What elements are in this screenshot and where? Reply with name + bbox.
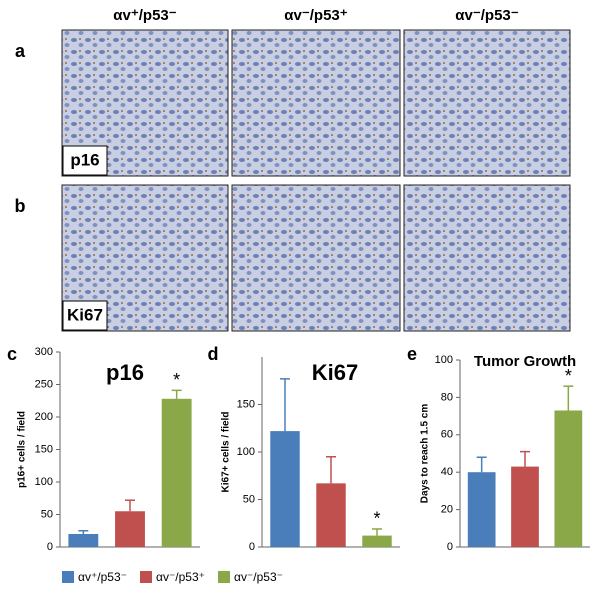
y-tick-label: 0 (47, 541, 53, 553)
y-tick-label: 150 (35, 443, 53, 455)
chart-title: Ki67 (312, 360, 358, 385)
bar (161, 398, 192, 547)
micrograph (231, 29, 401, 177)
column-header: αv⁺/p53⁻ (113, 7, 176, 24)
y-tick-label: 100 (435, 354, 453, 366)
y-tick-label: 100 (237, 446, 255, 458)
legend-swatch (218, 571, 230, 583)
y-tick-label: 100 (35, 476, 53, 488)
panel-letter: c (7, 344, 17, 364)
micrograph (231, 184, 401, 332)
y-axis-label: Ki67+ cells / field (221, 412, 232, 493)
y-tick-label: 150 (237, 398, 255, 410)
column-header: αv⁻/p53⁻ (455, 7, 518, 24)
significance-star: * (173, 370, 180, 390)
panel-letter: a (15, 41, 26, 61)
micrograph (403, 29, 571, 177)
y-tick-label: 60 (441, 429, 453, 441)
legend-label: αv⁻/p53⁻ (234, 570, 283, 584)
bar (316, 483, 346, 547)
stain-label-box (62, 145, 108, 176)
chart-title: p16 (106, 360, 144, 385)
legend-label: αv⁺/p53⁻ (78, 570, 127, 584)
bar (115, 511, 145, 547)
panel-letter: e (407, 344, 417, 364)
bar (68, 534, 99, 547)
y-tick-label: 0 (447, 541, 453, 553)
column-header: αv⁻/p53⁺ (284, 7, 347, 24)
y-tick-label: 250 (35, 378, 53, 390)
y-tick-label: 20 (441, 504, 453, 516)
y-tick-label: 80 (441, 391, 453, 403)
y-tick-label: 0 (249, 541, 255, 553)
significance-star: * (373, 509, 380, 529)
y-axis-label: Days to reach 1.5 cm (420, 404, 431, 504)
legend-swatch (62, 571, 74, 583)
bar (554, 410, 583, 547)
stain-label: Ki67 (67, 305, 103, 324)
y-tick-label: 50 (41, 508, 53, 520)
legend-label: αv⁻/p53⁺ (156, 570, 205, 584)
panel-letter: d (208, 344, 219, 364)
y-tick-label: 200 (35, 411, 53, 423)
bar (511, 466, 539, 547)
micrograph (403, 184, 571, 332)
y-tick-label: 40 (441, 466, 453, 478)
panel-letter: b (15, 196, 26, 216)
y-tick-label: 50 (243, 493, 255, 505)
bar (270, 431, 300, 547)
bar (362, 535, 392, 547)
legend-swatch (140, 571, 152, 583)
stain-label: p16 (70, 150, 99, 169)
chart-title: Tumor Growth (474, 353, 576, 370)
stain-label-box (62, 300, 108, 331)
bar (467, 472, 496, 547)
y-tick-label: 300 (35, 346, 53, 358)
y-axis-label: p16+ cells / field (17, 411, 28, 488)
significance-star: * (565, 366, 572, 386)
